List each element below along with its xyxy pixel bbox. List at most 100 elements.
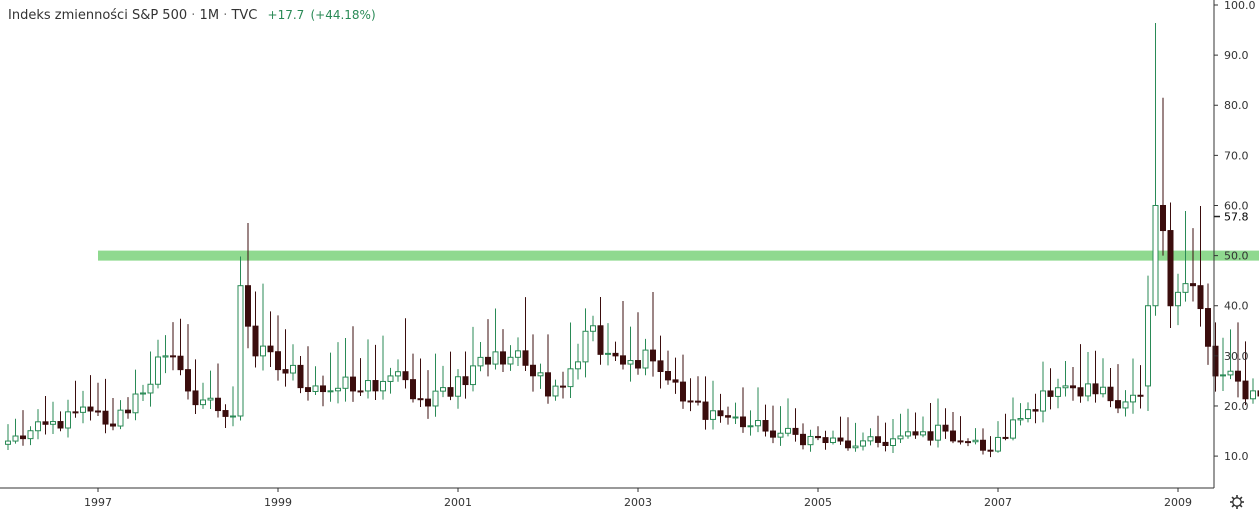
candle-body-down xyxy=(1160,204,1166,232)
candle xyxy=(477,342,484,372)
candle-body-down xyxy=(1002,436,1009,439)
candle-body-down xyxy=(267,345,274,353)
candle-body-down xyxy=(980,439,986,451)
candle xyxy=(567,322,574,399)
candle xyxy=(1017,403,1024,426)
price-tick-label: 80.0 xyxy=(1224,99,1249,112)
candle xyxy=(905,408,911,439)
candle-body-down xyxy=(170,355,176,358)
candle-body-down xyxy=(665,371,671,381)
candle-body-up xyxy=(1175,291,1181,307)
candle-body-up xyxy=(537,372,544,377)
price-tick-label: 10.0 xyxy=(1224,450,1249,463)
candle-body-down xyxy=(192,390,199,406)
gear-icon[interactable] xyxy=(1230,495,1244,509)
candle xyxy=(402,318,409,389)
candle-body-up xyxy=(567,368,574,388)
candle-body-up xyxy=(710,410,716,420)
candle xyxy=(537,363,544,389)
candle xyxy=(665,350,671,385)
candle xyxy=(687,378,694,412)
candle xyxy=(762,404,769,437)
candle xyxy=(365,339,371,399)
candle xyxy=(807,429,814,452)
candle xyxy=(35,409,41,440)
candle-body-down xyxy=(522,350,529,366)
candle-body-down xyxy=(927,431,934,441)
candle-body-down xyxy=(725,415,731,418)
candle-body-down xyxy=(102,410,109,425)
candle xyxy=(447,351,454,401)
candle xyxy=(627,326,634,382)
candle-body-up xyxy=(117,409,124,427)
candle-body-down xyxy=(425,398,431,407)
candle-body-down xyxy=(717,410,724,417)
candle-body-up xyxy=(515,350,521,358)
candle xyxy=(507,345,514,371)
candle xyxy=(282,329,289,387)
candle xyxy=(680,354,686,409)
legend-separator: · xyxy=(223,8,228,23)
candle-body-down xyxy=(942,424,949,432)
candle-body-up xyxy=(732,416,739,419)
chart-legend: Indeks zmienności S&P 500 · 1M · TVC +17… xyxy=(8,8,376,23)
candle xyxy=(5,424,11,451)
candle-body-up xyxy=(1250,390,1256,400)
candle-body-down xyxy=(20,435,26,440)
candle-body-down xyxy=(57,421,64,429)
candle-body-down xyxy=(275,351,281,371)
candle-body-down xyxy=(1197,285,1204,310)
candle xyxy=(117,400,124,430)
candle-body-up xyxy=(440,387,446,392)
candle-body-up xyxy=(432,390,439,407)
candle-body-down xyxy=(657,360,664,373)
candle xyxy=(432,353,439,417)
candle xyxy=(1175,273,1181,326)
candle xyxy=(755,387,761,433)
candle-body-down xyxy=(650,349,656,362)
candle-body-down xyxy=(185,369,191,392)
candle xyxy=(965,438,971,447)
candle xyxy=(695,376,701,406)
candle-body-up xyxy=(575,361,581,370)
candle-body-down xyxy=(612,352,619,357)
price-tick-label: 40.0 xyxy=(1224,300,1249,313)
candle xyxy=(230,386,236,427)
legend-separator: · xyxy=(191,8,196,23)
candle-body-up xyxy=(342,376,349,389)
price-tick-label: 70.0 xyxy=(1224,149,1249,162)
candle xyxy=(852,422,859,452)
candle xyxy=(65,399,71,438)
candle xyxy=(500,329,506,372)
candle xyxy=(785,398,791,437)
candle xyxy=(732,402,739,425)
candle xyxy=(1040,361,1046,423)
candle-body-up xyxy=(1182,283,1189,293)
candle-body-down xyxy=(740,416,746,428)
candle-body-up xyxy=(830,437,836,444)
candle xyxy=(1100,358,1106,398)
candle-body-up xyxy=(387,375,394,382)
candle xyxy=(582,308,589,378)
candle-body-up xyxy=(1010,419,1016,439)
candle-body-down xyxy=(125,409,131,414)
candle xyxy=(1227,329,1234,380)
candle xyxy=(725,406,731,425)
candle-body-down xyxy=(912,431,919,436)
candle-body-up xyxy=(1085,383,1091,397)
candle xyxy=(957,416,964,445)
candle-body-down xyxy=(305,387,311,392)
candle-body-up xyxy=(935,424,941,441)
candle xyxy=(972,428,979,445)
candle-body-up xyxy=(1040,390,1046,412)
time-tick-label: 2007 xyxy=(984,496,1012,509)
candle-body-up xyxy=(905,431,911,437)
candle-body-down xyxy=(1092,383,1099,395)
candle xyxy=(890,418,896,453)
last-price-label: 57.8 xyxy=(1224,211,1249,224)
candle xyxy=(410,353,416,403)
candle-body-down xyxy=(1077,387,1084,397)
candle xyxy=(335,342,341,404)
